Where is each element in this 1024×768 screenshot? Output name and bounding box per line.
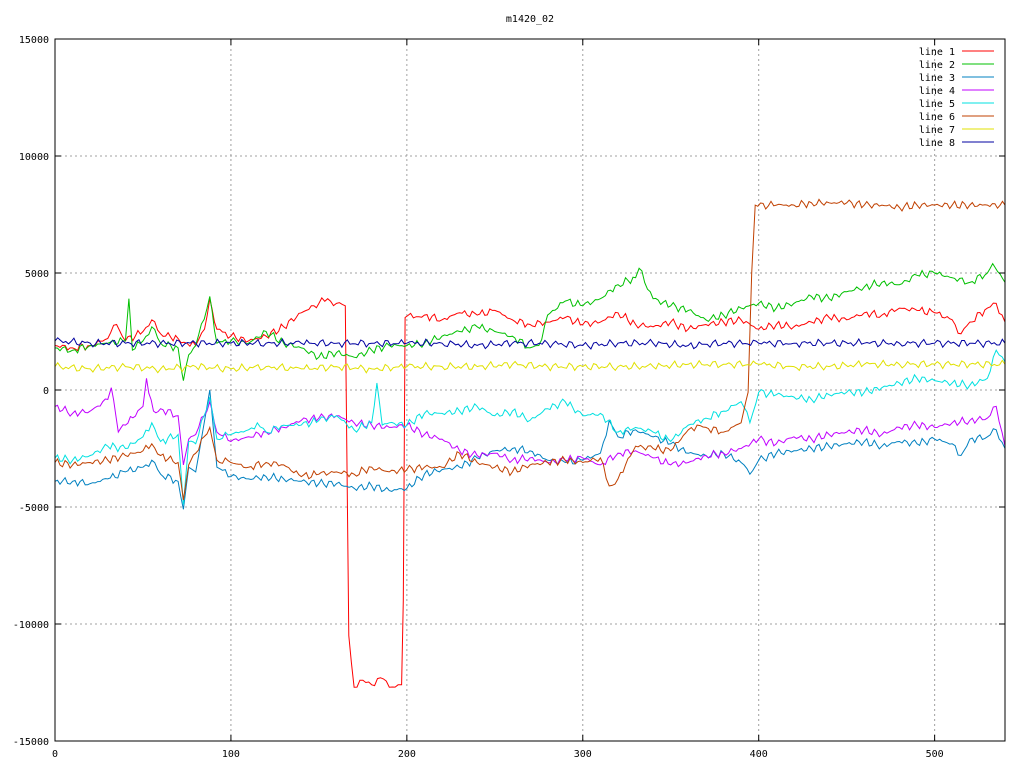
legend: line 1 line 2 line 3 line 4 line 5 line 6 line… xyxy=(919,47,994,149)
chart-title: m1420_02 xyxy=(506,14,554,25)
x-tick-label: 400 xyxy=(750,749,768,760)
x-tick-label: 300 xyxy=(574,749,592,760)
series-line-6 xyxy=(54,198,1006,501)
series-line-2 xyxy=(54,262,1006,381)
y-tick-label: -10000 xyxy=(13,620,49,631)
legend-label: line 6 xyxy=(919,112,955,123)
axes: 0 100 200 300 400 500 -15000 -10000 -5000 0 5000 10… xyxy=(13,35,1005,760)
series-line-3 xyxy=(54,389,1006,510)
y-tick-label: -5000 xyxy=(19,503,49,514)
series-line-1 xyxy=(54,297,1006,688)
y-tick-label: 0 xyxy=(43,386,49,397)
grid xyxy=(55,39,1005,741)
y-tick-label: -15000 xyxy=(13,737,49,748)
x-tick-label: 200 xyxy=(398,749,416,760)
y-tick-label: 5000 xyxy=(25,269,49,280)
y-tick-label: 15000 xyxy=(19,35,49,46)
series-line-5 xyxy=(54,349,1006,505)
legend-label: line 7 xyxy=(919,125,955,136)
y-tick-label: 10000 xyxy=(19,152,49,163)
x-tick-label: 100 xyxy=(222,749,240,760)
legend-label: line 2 xyxy=(919,60,955,71)
series-lines xyxy=(54,198,1006,688)
legend-label: line 3 xyxy=(919,73,955,84)
series-line-8 xyxy=(54,337,1006,350)
legend-label: line 4 xyxy=(919,86,955,97)
legend-label: line 8 xyxy=(919,138,955,149)
legend-label: line 1 xyxy=(919,47,955,58)
x-tick-label: 0 xyxy=(52,749,58,760)
legend-label: line 5 xyxy=(919,99,955,110)
series-line-4 xyxy=(54,378,1006,468)
x-tick-label: 500 xyxy=(926,749,944,760)
series-line-7 xyxy=(54,359,1006,374)
